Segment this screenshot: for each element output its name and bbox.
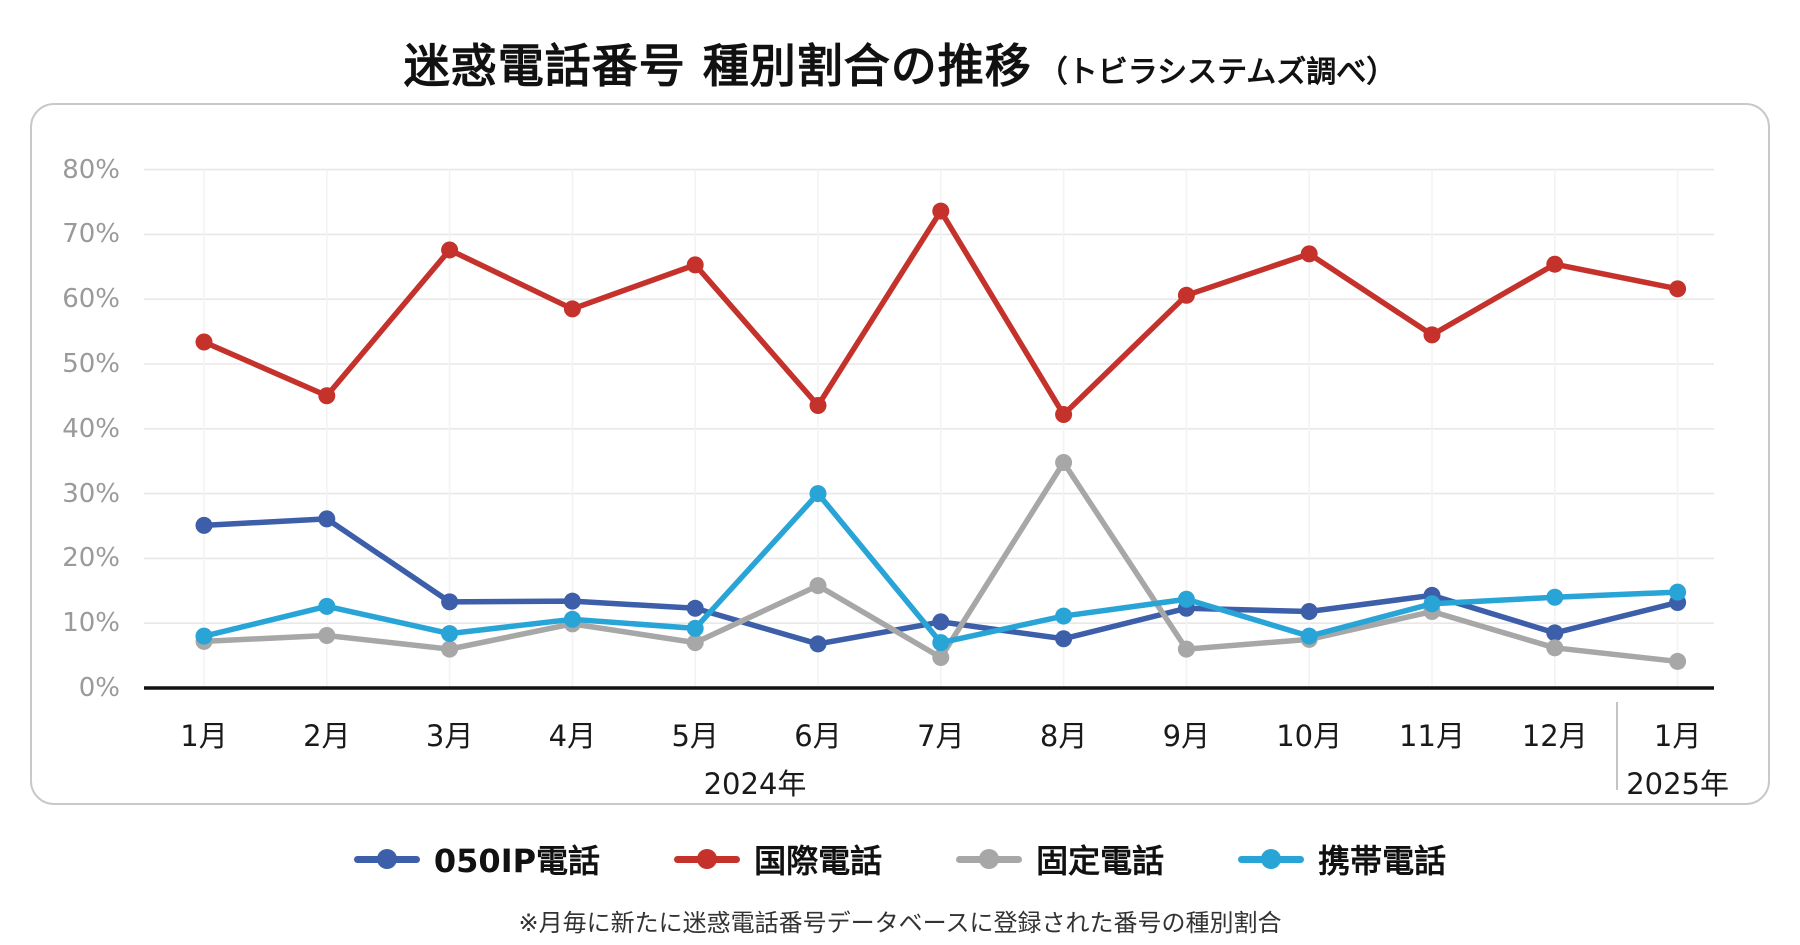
y-axis-label: 30% bbox=[62, 478, 120, 509]
data-point-0-11 bbox=[1546, 624, 1564, 642]
data-point-0-7 bbox=[1055, 630, 1073, 648]
data-point-2-2 bbox=[441, 640, 459, 658]
data-point-3-10 bbox=[1423, 595, 1441, 613]
x-axis-label: 5月 bbox=[671, 719, 719, 753]
footnote: ※月毎に新たに迷惑電話番号データベースに登録された番号の種別割合 bbox=[518, 909, 1282, 937]
data-point-0-3 bbox=[563, 592, 581, 610]
legend-dot-icon bbox=[697, 849, 718, 869]
data-point-3-9 bbox=[1300, 627, 1318, 645]
legend-marker-icon bbox=[1238, 849, 1305, 869]
x-axis-label: 11月 bbox=[1399, 719, 1465, 753]
y-axis-label: 20% bbox=[62, 543, 120, 574]
x-axis-label: 3月 bbox=[425, 719, 474, 753]
data-point-1-8 bbox=[1177, 286, 1195, 304]
title-text: 迷惑電話番号 種別割合の推移 bbox=[403, 39, 1032, 93]
x-axis-label: 9月 bbox=[1162, 719, 1211, 753]
legend-item-2: 固定電話 bbox=[956, 836, 1164, 882]
x-axis-label: 12月 bbox=[1521, 719, 1588, 753]
year-separator bbox=[1616, 702, 1618, 790]
x-axis-label: 2月 bbox=[303, 719, 351, 753]
data-point-3-7 bbox=[1055, 607, 1073, 625]
data-point-1-4 bbox=[686, 256, 704, 274]
data-point-0-0 bbox=[195, 516, 213, 534]
data-point-1-6 bbox=[932, 202, 950, 220]
data-point-3-12 bbox=[1669, 583, 1687, 601]
legend-marker-icon bbox=[674, 849, 741, 869]
data-point-0-9 bbox=[1300, 603, 1318, 621]
legend-item-3: 携帯電話 bbox=[1238, 836, 1446, 882]
data-point-2-11 bbox=[1546, 639, 1564, 657]
legend-marker-icon bbox=[956, 849, 1023, 869]
legend-dot-icon bbox=[1261, 849, 1282, 869]
data-point-0-2 bbox=[441, 593, 459, 611]
data-point-0-1 bbox=[318, 510, 336, 528]
data-point-2-8 bbox=[1177, 640, 1195, 658]
data-point-2-1 bbox=[318, 627, 336, 645]
legend-label: 050IP電話 bbox=[433, 842, 601, 880]
data-point-2-5 bbox=[809, 577, 827, 595]
y-axis-label: 70% bbox=[62, 219, 120, 250]
data-point-2-12 bbox=[1669, 652, 1687, 670]
data-point-1-2 bbox=[441, 241, 459, 259]
x-axis-label: 8月 bbox=[1039, 719, 1088, 753]
data-point-0-4 bbox=[686, 599, 704, 617]
data-point-3-8 bbox=[1177, 590, 1195, 608]
y-axis-label: 40% bbox=[62, 413, 120, 444]
chart-legend: 050IP電話 国際電話 固定電話 携帯電話 bbox=[0, 836, 1800, 882]
legend-label: 固定電話 bbox=[1036, 842, 1165, 880]
legend-marker-icon bbox=[353, 849, 420, 869]
y-axis-label: 50% bbox=[62, 349, 120, 379]
chart-svg bbox=[144, 168, 1714, 690]
data-point-2-6 bbox=[932, 649, 950, 667]
data-point-0-5 bbox=[809, 635, 827, 653]
y-axis-label: 80% bbox=[62, 154, 120, 185]
x-axis-label: 4月 bbox=[548, 719, 597, 753]
data-point-0-6 bbox=[932, 613, 950, 631]
data-point-3-4 bbox=[686, 619, 704, 637]
data-point-3-6 bbox=[932, 634, 950, 652]
data-point-1-5 bbox=[809, 396, 827, 414]
data-point-3-5 bbox=[809, 485, 827, 503]
data-point-1-11 bbox=[1546, 255, 1564, 273]
x-axis-label: 10月 bbox=[1276, 719, 1343, 753]
x-axis-label: 1月 bbox=[1653, 719, 1702, 753]
data-point-2-4 bbox=[686, 634, 704, 652]
data-point-1-7 bbox=[1055, 406, 1073, 424]
y-axis-label: 10% bbox=[62, 608, 120, 639]
data-point-1-12 bbox=[1669, 280, 1687, 298]
year-label-2025: 2025年 bbox=[1626, 767, 1729, 801]
y-axis-label: 60% bbox=[62, 284, 120, 315]
data-point-1-9 bbox=[1300, 245, 1318, 263]
data-point-3-3 bbox=[563, 610, 581, 628]
legend-item-1: 国際電話 bbox=[674, 836, 882, 882]
legend-dot-icon bbox=[376, 849, 397, 869]
data-point-3-0 bbox=[195, 627, 213, 645]
data-point-1-1 bbox=[318, 387, 336, 405]
title-note: （トビラシステムズ調べ） bbox=[1037, 55, 1397, 90]
data-point-3-2 bbox=[441, 625, 459, 643]
data-point-1-3 bbox=[563, 300, 581, 318]
y-axis-label: 0% bbox=[78, 673, 120, 703]
x-axis-label: 7月 bbox=[917, 719, 965, 753]
legend-dot-icon bbox=[979, 849, 1000, 869]
data-point-1-10 bbox=[1423, 326, 1441, 344]
data-point-3-1 bbox=[318, 597, 336, 615]
data-point-2-7 bbox=[1055, 453, 1073, 471]
page-title: 迷惑電話番号 種別割合の推移 （トビラシステムズ調べ） bbox=[0, 30, 1800, 96]
legend-item-0: 050IP電話 bbox=[353, 836, 601, 882]
data-point-1-0 bbox=[195, 333, 213, 351]
legend-label: 国際電話 bbox=[754, 842, 883, 880]
data-point-3-11 bbox=[1546, 588, 1564, 606]
x-axis-label: 1月 bbox=[180, 719, 228, 753]
year-label-2024: 2024年 bbox=[703, 767, 807, 801]
legend-label: 携帯電話 bbox=[1318, 842, 1447, 880]
x-axis-label: 6月 bbox=[794, 719, 842, 753]
chart-panel: 0% 10% 20% 30% 40% 50% 60% 70% 80% 1月 2月 3月 4月 5月 6月 7月… bbox=[30, 103, 1770, 805]
